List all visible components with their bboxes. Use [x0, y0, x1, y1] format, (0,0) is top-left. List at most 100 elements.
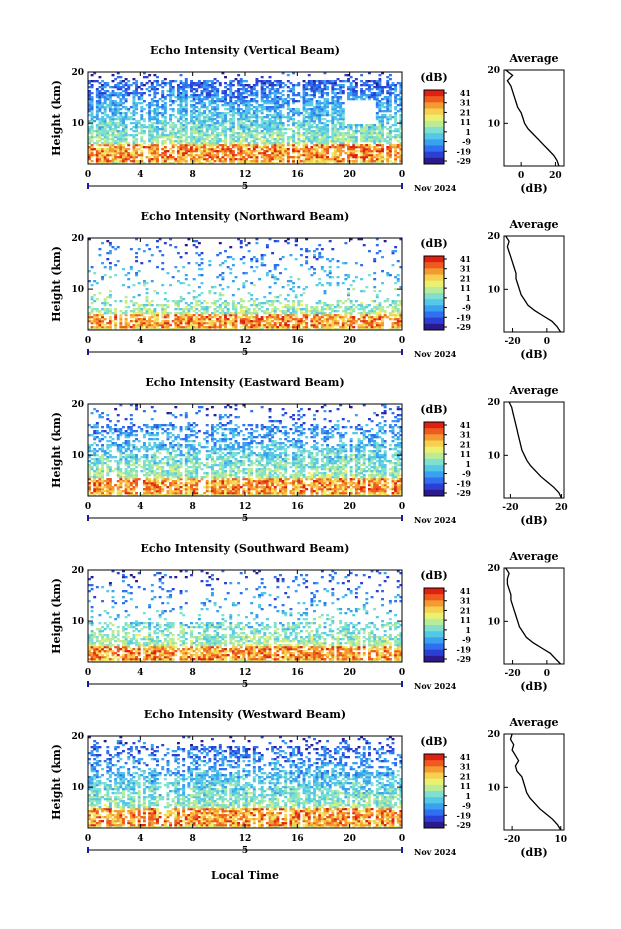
- heatmap-cell: [315, 150, 319, 153]
- heatmap-cell: [373, 136, 377, 139]
- heatmap-cell: [98, 310, 102, 313]
- heatmap-cell: [103, 324, 107, 327]
- heatmap-cell: [310, 308, 314, 311]
- heatmap-cell: [90, 74, 94, 77]
- heatmap-cell: [258, 104, 261, 107]
- heatmap-cell: [239, 258, 243, 261]
- heatmap-cell: [265, 126, 269, 129]
- heatmap-cell: [161, 104, 165, 107]
- heatmap-cell: [124, 98, 128, 101]
- heatmap-cell: [90, 160, 94, 163]
- heatmap-cell: [174, 158, 178, 161]
- heatmap-cell: [153, 290, 157, 293]
- heatmap-cell: [252, 310, 256, 313]
- heatmap-cell: [315, 326, 319, 329]
- heatmap-cell: [171, 122, 175, 125]
- heatmap-cell: [224, 142, 227, 145]
- heatmap-cell: [375, 140, 379, 143]
- heatmap-cell: [221, 152, 225, 155]
- heatmap-cell: [349, 154, 353, 157]
- heatmap-cell: [234, 326, 238, 329]
- heatmap-cell: [135, 256, 139, 259]
- heatmap-cell: [373, 98, 377, 101]
- heatmap-cell: [153, 90, 157, 93]
- heatmap-cell: [399, 86, 403, 89]
- heatmap-cell: [166, 158, 170, 161]
- heatmap-cell: [192, 142, 196, 145]
- heatmap-cell: [218, 264, 222, 267]
- heatmap-cell: [250, 150, 254, 153]
- heatmap-cell: [210, 106, 214, 109]
- heatmap-cell: [224, 118, 227, 121]
- heatmap-cell: [98, 160, 102, 163]
- heatmap-cell: [205, 150, 209, 153]
- heatmap-cell: [289, 306, 293, 309]
- heatmap-cell: [127, 322, 131, 325]
- heatmap-cell: [224, 134, 227, 137]
- heatmap-cell: [182, 92, 186, 95]
- heatmap-cell: [378, 324, 382, 327]
- heatmap-cell: [95, 112, 99, 115]
- heatmap-cell: [210, 90, 214, 93]
- heatmap-cell: [182, 110, 186, 113]
- heatmap-cell: [352, 310, 356, 313]
- heatmap-cell: [245, 140, 248, 143]
- heatmap-cell: [347, 148, 350, 151]
- heatmap-cell: [260, 92, 264, 95]
- heatmap-cell: [145, 288, 149, 291]
- heatmap-cell: [323, 100, 327, 103]
- heatmap-cell: [192, 278, 196, 281]
- heatmap-cell: [101, 112, 104, 115]
- heatmap-cell: [114, 108, 118, 111]
- heatmap-cell: [140, 88, 144, 91]
- heatmap-cell: [297, 84, 301, 87]
- heatmap-cell: [318, 80, 322, 83]
- heatmap-cell: [273, 268, 277, 271]
- heatmap-cell: [205, 106, 209, 109]
- heatmap-cell: [250, 160, 254, 163]
- heatmap-cell: [279, 160, 282, 163]
- heatmap-cell: [192, 122, 196, 125]
- heatmap-cell: [210, 140, 214, 143]
- heatmap-cell: [323, 308, 327, 311]
- heatmap-cell: [114, 124, 118, 127]
- heatmap-cell: [299, 148, 303, 151]
- heatmap-cell: [216, 122, 220, 125]
- heatmap-cell: [179, 102, 183, 105]
- heatmap-cell: [166, 328, 170, 331]
- heatmap-cell: [176, 92, 180, 95]
- heatmap-cell: [268, 132, 272, 135]
- heatmap-cell: [305, 142, 309, 145]
- heatmap-cell: [122, 118, 125, 121]
- heatmap-cell: [137, 92, 141, 95]
- heatmap-cell: [370, 88, 374, 91]
- heatmap-cell: [289, 110, 293, 113]
- heatmap-cell: [260, 318, 264, 321]
- heatmap-cell: [310, 98, 314, 101]
- heatmap-cell: [237, 140, 241, 143]
- heatmap-cell: [375, 116, 379, 119]
- heatmap-cell: [197, 94, 201, 97]
- heatmap-cell: [190, 154, 193, 157]
- heatmap-cell: [268, 84, 272, 87]
- heatmap-cell: [224, 116, 227, 119]
- heatmap-cell: [95, 154, 99, 157]
- heatmap-cell: [200, 106, 204, 109]
- heatmap-cell: [313, 320, 316, 323]
- heatmap-cell: [268, 320, 272, 323]
- heatmap-cell: [320, 158, 324, 161]
- heatmap-cell: [281, 128, 285, 131]
- heatmap-cell: [373, 260, 377, 263]
- heatmap-cell: [310, 126, 314, 129]
- heatmap-cell: [349, 90, 353, 93]
- heatmap-cell: [310, 148, 314, 151]
- heatmap-cell: [305, 122, 309, 125]
- heatmap-cell: [388, 128, 392, 131]
- heatmap-cell: [297, 328, 301, 331]
- heatmap-cell: [95, 162, 99, 165]
- heatmap-cell: [271, 314, 275, 317]
- heatmap-cell: [108, 128, 112, 131]
- heatmap-cell: [158, 84, 162, 87]
- heatmap-cell: [373, 160, 377, 163]
- heatmap-cell: [184, 86, 188, 89]
